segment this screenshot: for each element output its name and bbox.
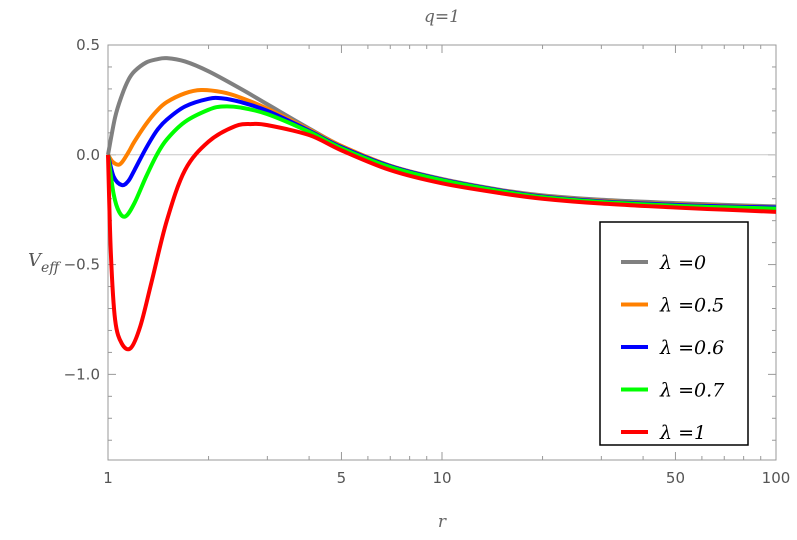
y-tick-label: −1.0 (64, 365, 100, 383)
legend-label: λ =0.5 (659, 295, 724, 317)
y-axis-label-sub: eff (41, 260, 61, 276)
x-tick-label: 50 (666, 469, 685, 487)
axes: 0.5 0.0 −0.5 −1.0 1 5 10 50 100 (64, 36, 791, 487)
x-tick-label: 5 (337, 469, 347, 487)
series-line-2 (106, 95, 777, 210)
y-axis-label-main: V (28, 250, 43, 271)
y-tick-label: 0.0 (76, 146, 100, 164)
x-axis-label: r (438, 512, 447, 532)
series-line-1 (106, 88, 777, 210)
legend-label: λ =0.7 (659, 380, 725, 402)
legend-label: λ =0.6 (659, 337, 724, 359)
chart-title: q=1 (424, 7, 460, 27)
legend: λ =0 λ =0.5 λ =0.6 λ =0.7 λ =1 (599, 221, 749, 446)
legend-label: λ =0 (659, 252, 706, 274)
y-tick-label: −0.5 (64, 256, 100, 274)
curves (106, 56, 777, 352)
y-axis-label: Veff (28, 250, 61, 276)
legend-label: λ =1 (659, 422, 706, 444)
series-line-4 (106, 121, 777, 352)
series-line-3 (106, 104, 777, 219)
y-tick-label: 0.5 (76, 36, 100, 54)
legend-box (599, 221, 749, 446)
x-tick-label: 1 (103, 469, 113, 487)
x-tick-label: 10 (432, 469, 451, 487)
x-tick-label: 100 (762, 469, 791, 487)
